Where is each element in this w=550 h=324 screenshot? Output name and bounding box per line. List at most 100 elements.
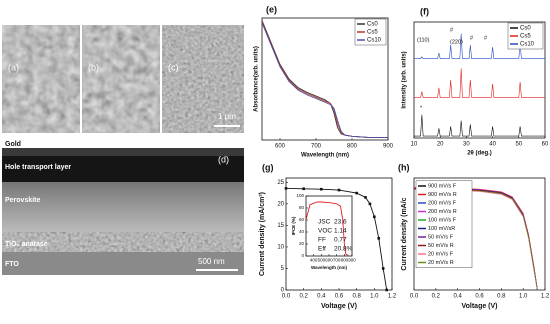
y-tick-label: 25 (277, 180, 284, 186)
legend-label: 100 mV/sR (428, 226, 455, 232)
x-tick-label: 900 (348, 258, 356, 263)
scale-label: 1 μm (218, 112, 236, 121)
data-marker (368, 202, 372, 206)
tio2-layer (2, 232, 244, 252)
x-axis-label: Wavelength (nm) (301, 153, 349, 159)
legend-label: 900 mV/s F (428, 183, 457, 189)
x-tick-label: 500 (318, 258, 326, 263)
metric-name: VOC (318, 228, 332, 235)
data-marker (320, 187, 323, 191)
sem-images: (a) (b) (c) 1 μm (2, 25, 244, 133)
data-line (305, 201, 349, 256)
x-tick-label: 30 (463, 142, 470, 148)
y-tick-label: 0 (301, 253, 304, 258)
data-marker (377, 237, 381, 240)
x-axis-label: Voltage (V) (321, 303, 357, 310)
data-marker (284, 187, 288, 190)
x-tick-label: 0.6 (335, 294, 344, 300)
metric-value: 20.8% (334, 246, 353, 253)
x-tick-label: 1.0 (370, 294, 379, 300)
legend-label: Cs5 (520, 34, 531, 40)
legend-label: 50 mV/s R (428, 243, 454, 249)
legend-label: Cs0 (367, 22, 378, 28)
panel-label: (g) (262, 162, 274, 172)
y-axis-label: Intensity (arb. units) (402, 51, 408, 108)
x-tick-label: 800 (341, 258, 349, 263)
legend-label: 20 mV/s F (428, 251, 454, 257)
layer-label: Perovskite (5, 197, 41, 204)
x-tick-label: 0.4 (317, 294, 326, 300)
x-tick-label: 0.6 (475, 294, 484, 300)
y-tick-label: 80 (299, 205, 305, 210)
panel-label: (h) (398, 162, 410, 172)
legend-label: 900 mV/s R (428, 192, 457, 198)
annotation: # (450, 27, 454, 33)
legend-label: 200 mV/s R (428, 209, 457, 215)
sem-a (2, 25, 80, 133)
y-axis-label: Current density (mA/cm²) (259, 192, 266, 276)
x-tick-label: 600 (325, 258, 333, 263)
legend-label: Cs5 (367, 30, 378, 36)
x-tick-label: 0.8 (352, 294, 361, 300)
x-tick-label: 50 (515, 142, 522, 148)
sem-b (82, 25, 160, 133)
y-tick-label: 5 (281, 266, 285, 272)
panel-label: (e) (266, 4, 277, 14)
x-tick-label: 900 (383, 144, 394, 150)
x-tick-label: 0.4 (453, 294, 462, 300)
y-axis-label: Current density (mA/c (401, 197, 408, 270)
data-marker (302, 187, 305, 191)
x-axis-label: Voltage (V) (461, 303, 497, 310)
legend-label: Cs10 (367, 38, 382, 44)
legend-label: Cs10 (520, 42, 535, 48)
annotation: # (484, 35, 488, 41)
y-tick-label: 20 (277, 201, 284, 207)
legend-label: Cs0 (520, 26, 531, 32)
x-tick-label: 800 (347, 144, 358, 150)
panel-label: (b) (88, 62, 99, 72)
annotation: * (420, 105, 423, 111)
y-tick-label: 60 (299, 217, 305, 222)
data-line (414, 68, 545, 98)
annotation: (110) (417, 37, 430, 43)
y-axis-label: Absorbance(arb. units) (254, 46, 260, 112)
y-tick-label: 100 (296, 193, 304, 198)
legend-label: 50 mV/s F (428, 234, 454, 240)
x-tick-label: 20 (437, 142, 444, 148)
x-axis-label: 2θ (deg.) (467, 151, 492, 157)
layer-label: TiO₂ anatase (5, 241, 48, 248)
data-marker (364, 196, 367, 199)
x-tick-label: 700 (311, 144, 322, 150)
data-marker (337, 188, 341, 192)
x-tick-label: 10 (411, 142, 418, 148)
metric-name: JSC (318, 219, 331, 226)
legend-label: 20 mV/s R (428, 260, 454, 266)
legend-label: 100 mV/s F (428, 217, 457, 223)
annotation: # (470, 35, 474, 41)
metric-value: 23.6 (334, 219, 347, 226)
metric-value: 1.14 (334, 228, 347, 235)
x-tick-label: 1.0 (519, 294, 528, 300)
htl-layer (2, 156, 244, 182)
legend-label: 200 mV/s F (428, 200, 457, 206)
panel-label: (f) (420, 6, 429, 16)
scale-label: 500 nm (198, 257, 225, 266)
data-marker (381, 267, 385, 270)
y-tick-label: 0 (281, 288, 285, 294)
fto-layer (2, 252, 244, 275)
x-tick-label: 1.2 (388, 294, 397, 300)
data-marker (355, 191, 358, 195)
cross-section: Gold Hole transport layer Perovskite TiO… (2, 141, 244, 275)
x-tick-label: 60 (542, 142, 549, 148)
panel-label: (a) (8, 62, 19, 72)
data-line (261, 22, 388, 139)
sem-c (162, 25, 244, 133)
y-axis-label: IPCE (%) (291, 216, 296, 235)
y-tick-label: 20 (299, 241, 305, 246)
x-tick-label: 0.0 (410, 294, 419, 300)
metric-name: FF (318, 237, 326, 244)
panel-label: (d) (218, 154, 229, 164)
data-marker (373, 215, 376, 219)
x-tick-label: 0.2 (299, 294, 308, 300)
